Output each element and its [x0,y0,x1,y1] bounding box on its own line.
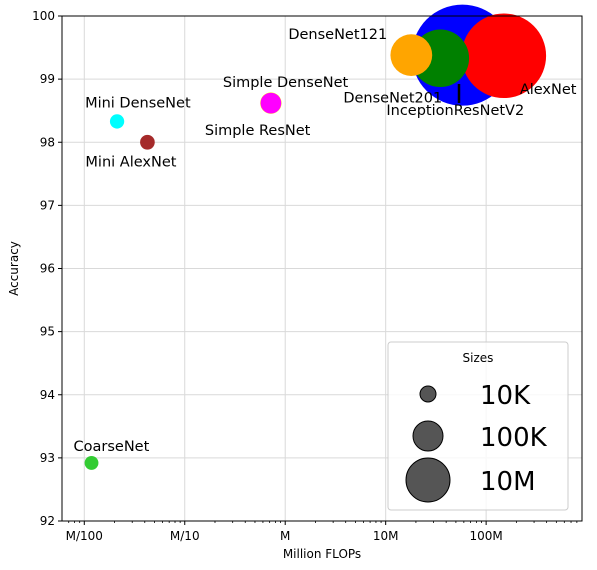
legend-label: 10M [480,467,536,497]
y-axis-label: Accuracy [7,241,21,296]
y-tick-label: 96 [40,262,55,276]
y-tick-label: 92 [40,514,55,528]
data-point [390,34,433,77]
point-label: Mini DenseNet [85,95,191,111]
point-label: Mini AlexNet [85,154,176,170]
x-tick-label: 100M [470,529,503,543]
data-point [461,13,547,99]
y-tick-label: 100 [32,9,55,23]
data-points [84,4,547,470]
point-label: Simple DenseNet [223,75,349,91]
y-tick-label: 94 [40,388,55,402]
legend: Sizes 10K 100K 10M [387,341,569,511]
point-label: InceptionResNetV2 [386,103,524,119]
legend-marker [419,385,437,403]
data-point [140,134,155,150]
point-label: DenseNet201 [343,90,442,106]
x-axis-ticks: M/100 M/10 M 10M 100M [66,521,578,543]
y-tick-label: 95 [40,325,55,339]
point-label: AlexNet [520,82,577,98]
legend-title: Sizes [463,351,494,365]
legend-marker [412,420,444,452]
point-label: DenseNet121 [288,27,387,43]
point-labels: CoarseNet Mini DenseNet Mini AlexNet Simple… [74,27,577,455]
data-point [260,92,282,114]
y-axis-ticks: 92 93 94 95 96 97 98 99 100 [32,9,62,528]
x-tick-label: M/10 [170,529,200,543]
x-axis-label: Million FLOPs [283,547,361,561]
legend-label: 100K [480,423,548,453]
legend-marker [405,457,451,503]
x-tick-label: M/100 [66,529,103,543]
x-tick-label: M [280,529,290,543]
y-tick-label: 98 [40,135,55,149]
data-point [109,114,125,129]
y-tick-label: 99 [40,72,55,86]
data-point [84,456,99,470]
x-tick-label: 10M [373,529,399,543]
point-label: Simple ResNet [205,123,311,139]
y-tick-label: 97 [40,198,55,212]
legend-label: 10K [480,381,531,411]
y-tick-label: 93 [40,451,55,465]
point-label: CoarseNet [74,439,150,455]
